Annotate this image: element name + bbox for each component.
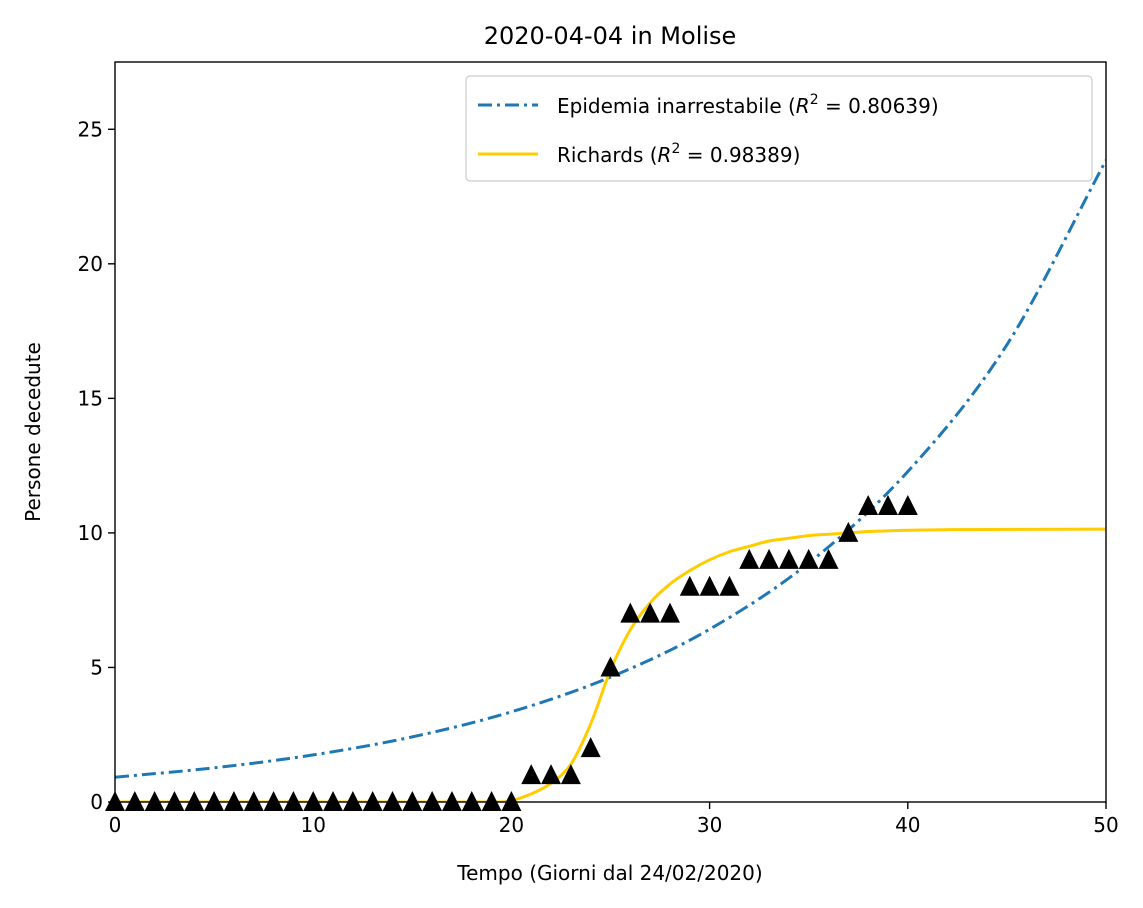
legend-box	[465, 75, 1093, 182]
data-point	[778, 548, 799, 569]
data-point	[521, 764, 542, 785]
data-point	[501, 791, 522, 811]
data-point	[679, 575, 700, 596]
legend-label-richards: Richards (R2 = 0.98389)	[557, 141, 800, 167]
series-line-epidemia	[115, 159, 1106, 779]
data-point	[659, 602, 680, 623]
legend-label-epidemia: Epidemia inarrestabile (R2 = 0.80639)	[557, 92, 939, 118]
x-tick-label: 10	[300, 813, 325, 837]
data-point	[739, 548, 760, 569]
data-point	[243, 791, 264, 811]
data-point	[223, 791, 244, 811]
y-axis-label: Persone decedute	[21, 342, 45, 522]
data-point	[620, 602, 641, 623]
data-point	[838, 521, 859, 542]
data-point	[323, 791, 344, 811]
data-point	[858, 495, 879, 515]
chart-title: 2020-04-04 in Molise	[484, 22, 737, 50]
legend-r2-epidemia: 0.80639	[848, 94, 931, 118]
data-point	[461, 791, 482, 811]
data-point	[600, 656, 621, 677]
data-point	[759, 548, 780, 569]
data-point	[897, 495, 918, 515]
data-point	[719, 575, 740, 596]
x-tick-label: 30	[697, 813, 722, 837]
series-line-richards	[115, 527, 1106, 802]
legend-name-richards: Richards	[557, 143, 643, 167]
legend: Epidemia inarrestabile (R2 = 0.80639) Ri…	[465, 75, 1093, 182]
data-point	[164, 791, 185, 811]
data-point	[362, 791, 383, 811]
data-point	[481, 791, 502, 811]
y-tick-label: 15	[78, 386, 103, 410]
data-point	[580, 737, 601, 758]
data-point	[124, 791, 145, 811]
data-point	[342, 791, 363, 811]
data-point	[818, 548, 839, 569]
y-tick-label: 25	[78, 117, 103, 141]
data-point	[798, 548, 819, 569]
legend-r2-richards: 0.98389	[710, 143, 793, 167]
x-tick-label: 20	[499, 813, 524, 837]
legend-name-epidemia: Epidemia inarrestabile	[557, 94, 782, 118]
data-point	[560, 764, 581, 785]
axis-ticks: 0 10 20 30 40 50 0 5 10 15 20 25	[78, 117, 1119, 837]
data-point	[402, 791, 423, 811]
x-tick-label: 50	[1093, 813, 1118, 837]
y-tick-label: 0	[90, 790, 103, 814]
data-point	[303, 791, 324, 811]
data-point	[283, 791, 304, 811]
x-axis-label: Tempo (Giorni dal 24/02/2020)	[456, 861, 762, 885]
data-point	[422, 791, 443, 811]
plot-frame	[114, 61, 1107, 803]
x-tick-label: 0	[109, 813, 122, 837]
y-tick-label: 5	[90, 655, 103, 679]
data-point	[640, 602, 661, 623]
data-point	[541, 764, 562, 785]
data-point	[699, 575, 720, 596]
data-point	[441, 791, 462, 811]
data-point	[144, 791, 165, 811]
data-point	[263, 791, 284, 811]
data-point	[877, 495, 898, 515]
y-tick-label: 20	[78, 252, 103, 276]
x-tick-label: 40	[895, 813, 920, 837]
data-point	[184, 791, 205, 811]
data-point	[204, 791, 225, 811]
y-tick-label: 10	[78, 521, 103, 545]
data-point	[382, 791, 403, 811]
